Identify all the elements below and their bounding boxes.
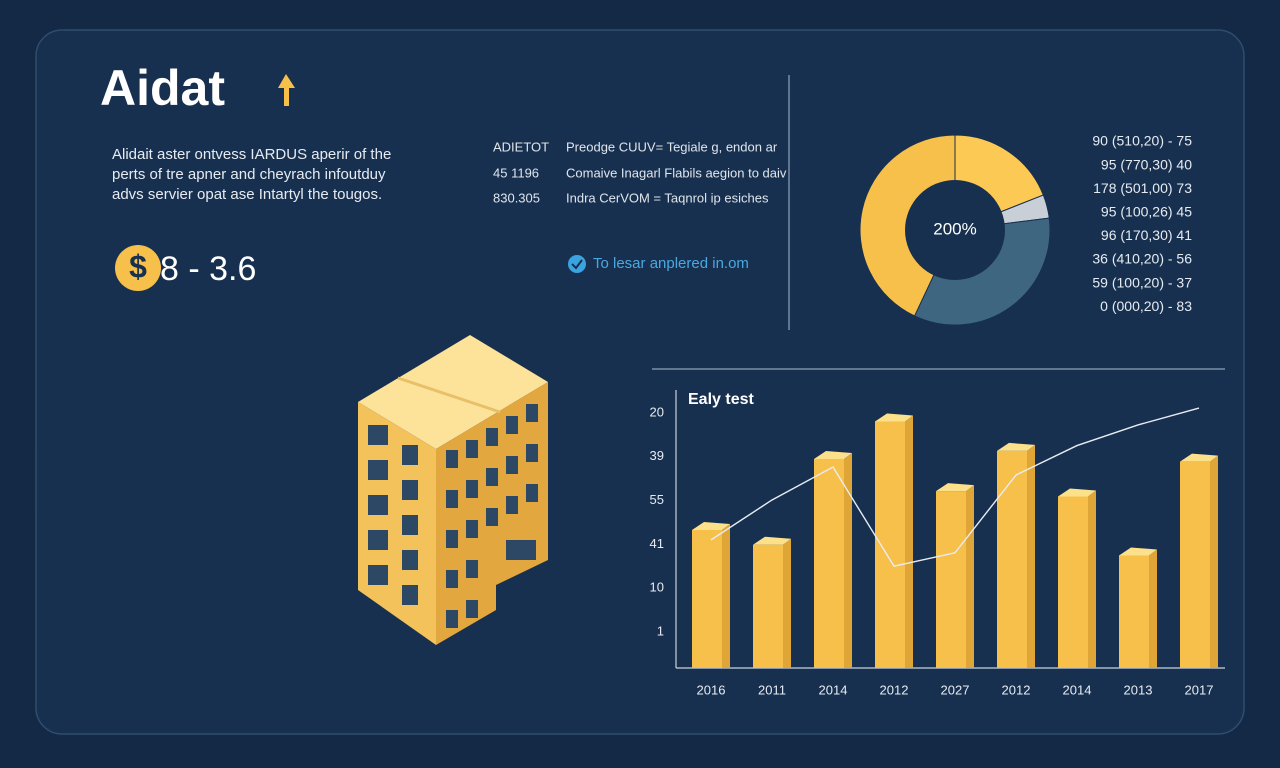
legend-line: 95 (770,30) 40 [1101, 156, 1192, 172]
table-cell: Indra CerVOM = Taqnrol ip esiches [566, 190, 769, 205]
x-tick-label: 2027 [941, 682, 970, 697]
intro-line: perts of tre apner and cheyrach infoutdu… [112, 166, 386, 183]
y-axis-label: 39 [650, 448, 664, 463]
intro-line: advs servier opat ase Intartyl the tougo… [112, 186, 382, 203]
bar-top [753, 536, 791, 545]
table-cell: Preodge CUUV= Tegiale g, endon ar [566, 139, 778, 154]
link[interactable]: To lesar anplered in.om [593, 255, 749, 272]
bar-top [936, 483, 974, 492]
x-tick-label: 2011 [758, 682, 786, 697]
bar [936, 491, 966, 668]
bar [692, 529, 722, 668]
x-tick-label: 2012 [1002, 682, 1031, 697]
price: 8 - 3.6 [160, 250, 256, 288]
x-tick-label: 2017 [1185, 682, 1214, 697]
x-tick-label: 2013 [1124, 682, 1153, 697]
check-icon [568, 255, 586, 273]
x-tick-label: 2016 [697, 682, 726, 697]
bar-top [1180, 453, 1218, 462]
bar-side [844, 452, 852, 668]
legend-line: 59 (100,20) - 37 [1092, 274, 1192, 290]
bar-side [1027, 444, 1035, 668]
y-axis-label: 20 [650, 404, 664, 419]
bar-top [875, 413, 913, 422]
bar-side [966, 485, 974, 668]
building-illustration [358, 335, 548, 645]
table-cell: Comaive Inagarl Flabils aegion to daiv [566, 165, 787, 180]
legend-line: 178 (501,00) 73 [1093, 180, 1192, 196]
legend-line: 90 (510,20) - 75 [1092, 133, 1192, 149]
dollar-symbol: $ [129, 248, 147, 284]
bar-top [814, 450, 852, 459]
bar [1119, 555, 1149, 668]
bar-side [905, 415, 913, 668]
legend-line: 95 (100,26) 45 [1101, 204, 1192, 220]
bar-top [1058, 488, 1096, 497]
bar-top [1119, 547, 1157, 556]
donut-hole [905, 180, 1005, 280]
chart-title: Ealy test [688, 391, 754, 408]
center-label: 200% [933, 219, 976, 238]
bar [1180, 461, 1210, 668]
y-axis-label: 10 [650, 580, 664, 595]
table-cell: 830.305 [493, 190, 540, 205]
y-axis-label: 55 [650, 492, 664, 507]
x-tick-label: 2014 [819, 682, 848, 697]
bar-side [1149, 549, 1157, 668]
y-axis-label: 1 [657, 623, 664, 638]
bar [814, 458, 844, 668]
bar-top [997, 442, 1035, 451]
legend-line: 96 (170,30) 41 [1101, 227, 1192, 243]
bar [753, 544, 783, 668]
bar-side [722, 523, 730, 668]
bar-top [692, 521, 730, 530]
y-axis-label: 41 [650, 536, 664, 551]
table-cell: ADIETOT [493, 139, 549, 154]
legend-line: 0 (000,20) - 83 [1100, 298, 1192, 314]
bar [1058, 496, 1088, 668]
line [710, 407, 1200, 567]
x-tick-label: 2012 [880, 682, 909, 697]
bar-side [1210, 455, 1218, 668]
title: Aidat [100, 60, 225, 116]
check-mark [571, 259, 583, 270]
bar [875, 421, 905, 668]
intro-line: Alidait aster ontvess IARDUS aperir of t… [112, 146, 391, 163]
arrow-icon [278, 74, 295, 106]
bar-side [1088, 490, 1096, 668]
bar-side [783, 538, 791, 668]
table-cell: 45 1196 [493, 165, 539, 180]
x-tick-label: 2014 [1063, 682, 1092, 697]
dollar-icon [115, 245, 161, 291]
legend-line: 36 (410,20) - 56 [1092, 251, 1192, 267]
bar [997, 450, 1027, 668]
